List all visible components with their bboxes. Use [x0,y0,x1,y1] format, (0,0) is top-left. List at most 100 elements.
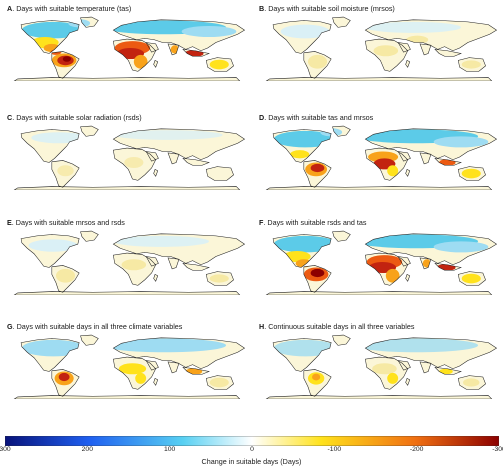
coastline-antarctica [265,395,493,399]
coastline-northAmerica [20,129,80,163]
colorbar-label: Change in suitable days (Days) [201,457,302,466]
panel-letter: A [7,4,13,13]
panel-letter-separator: . [264,113,269,122]
coastline-arabia [397,151,411,162]
coastline-australia [457,271,486,286]
panel-letter: D [259,113,265,122]
panel-title-text: Days with suitable rsds and tas [267,218,367,227]
coastline-seAsia [182,367,210,375]
map-panel-g: G. Days with suitable days in all three … [4,322,250,400]
coastline-india [419,152,432,165]
coastline-madagascar [153,168,159,177]
map-panel-b: B. Days with suitable soil moisture (mrs… [256,4,502,82]
coastline-arabia [145,42,159,53]
panel-title-text: Days with suitable temperature (tas) [16,4,132,13]
world-map-svg [256,15,502,81]
panel-letter: F [259,218,264,227]
panel-letter-separator: . [264,4,269,13]
map-panel-f: F. Days with suitable rsds and tas [256,218,502,296]
coastline-india [419,257,432,270]
panel-letter: B [259,4,265,13]
panel-title-text: Continuous suitable days in all three va… [268,322,415,331]
coastline-seAsia [434,263,462,271]
panel-letter-separator: . [263,218,268,227]
colorbar-tick-label: -200 [409,446,424,453]
coastline-arabia [145,151,159,162]
panel-letter: C [7,113,13,122]
coastline-greenland [80,125,99,137]
coastline-seAsia [434,367,462,375]
panel-title-text: Days with suitable tas and mrsos [268,113,374,122]
world-map [256,333,502,399]
world-map-svg [256,333,502,399]
colorbar-tick-label: -300 [492,446,503,453]
coastline-madagascar [405,59,411,68]
panel-letter-separator: . [11,218,16,227]
coastline-africa [113,147,157,181]
coastline-antarctica [13,291,241,295]
coastline-greenland [332,125,351,137]
coastline-antarctica [13,186,241,190]
panel-title-text: Days with suitable soil moisture (mrsos) [268,4,395,13]
coastline-southAmerica [303,160,332,188]
coastline-greenland [332,230,351,242]
coastline-northAmerica [272,338,332,372]
map-panel-h: H. Continuous suitable days in all three… [256,322,502,400]
coastline-antarctica [265,186,493,190]
coastline-madagascar [405,168,411,177]
coastline-antarctica [13,395,241,399]
coastline-southAmerica [303,265,332,293]
colorbar [4,433,500,447]
coastline-greenland [332,334,351,346]
panel-title-text: Days with suitable days in all three cli… [16,322,183,331]
coastline-madagascar [405,377,411,386]
coastline-africa [365,252,409,286]
coastline-greenland [80,16,99,28]
coastline-arabia [397,360,411,371]
coastline-eurasia [112,128,246,161]
coastline-antarctica [265,77,493,81]
coastline-southAmerica [51,160,80,188]
world-map [4,124,250,190]
coastline-india [167,257,180,270]
coastline-eurasia [112,19,246,52]
coastline-australia [205,57,234,72]
coastline-africa [365,356,409,390]
colorbar-ticks: 300 200 100 0 -100 -200 -300 [0,446,503,456]
coastline-india [167,152,180,165]
coastline-greenland [80,334,99,346]
coastline-madagascar [405,273,411,282]
coastline-antarctica [265,291,493,295]
coastline-india [167,361,180,374]
coastline-eurasia [112,337,246,370]
map-panel-a: A. Days with suitable temperature (tas) [4,4,250,82]
coastline-northAmerica [20,338,80,372]
coastline-seAsia [182,49,210,57]
coastline-seAsia [182,263,210,271]
coastline-africa [365,147,409,181]
map-panel-d: D. Days with suitable tas and mrsos [256,113,502,191]
coastline-australia [457,375,486,390]
coastline-greenland [332,16,351,28]
coastline-seAsia [434,49,462,57]
coastline-northAmerica [20,234,80,268]
coastline-southAmerica [303,51,332,79]
panel-letter: E [7,218,12,227]
world-map [256,229,502,295]
world-map [4,333,250,399]
coastline-southAmerica [51,51,80,79]
panel-title: E. Days with suitable mrsos and rsds [7,218,125,228]
coastline-africa [113,356,157,390]
colorbar-tick-label: 200 [81,446,93,453]
colorbar-gradient [4,435,500,447]
world-map [4,15,250,81]
coastline-madagascar [153,273,159,282]
coastline-northAmerica [272,20,332,54]
world-map [256,15,502,81]
coastline-eurasia [364,128,498,161]
coastline-africa [113,252,157,286]
coastline-india [167,43,180,56]
world-map-svg [256,229,502,295]
coastline-southAmerica [51,369,80,397]
coastline-madagascar [153,377,159,386]
